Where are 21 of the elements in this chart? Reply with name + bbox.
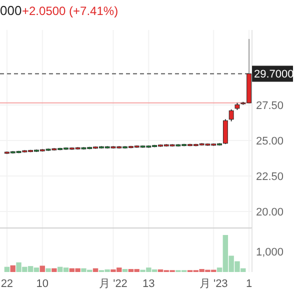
bar (92, 268, 98, 272)
x-tick-label: 10 (36, 278, 49, 290)
y-tick-label: 25.00 (256, 136, 284, 148)
x-tick-label: 22 (0, 278, 14, 290)
chart-subtitle: +2.0500 (+7.41%) (22, 4, 118, 18)
x-tick-label: 1 (246, 278, 252, 290)
bar (10, 265, 16, 272)
bar (4, 266, 10, 272)
x-tick-label: 月 '22 (99, 278, 128, 290)
x-tick-label: 月 '23 (199, 278, 228, 290)
x-tick-label: 13 (142, 278, 155, 290)
bar (122, 269, 128, 272)
y-tick-label: 20.00 (256, 206, 284, 219)
ref-line-label: 29.7000 (254, 68, 294, 81)
text: 1,000 (256, 246, 284, 258)
y-tick-label: 22.50 (256, 171, 284, 184)
bar (46, 268, 51, 272)
bar (40, 266, 45, 272)
chart-title: 000 (0, 3, 22, 18)
bar (52, 268, 57, 272)
y-tick-label: 27.50 (256, 100, 284, 112)
